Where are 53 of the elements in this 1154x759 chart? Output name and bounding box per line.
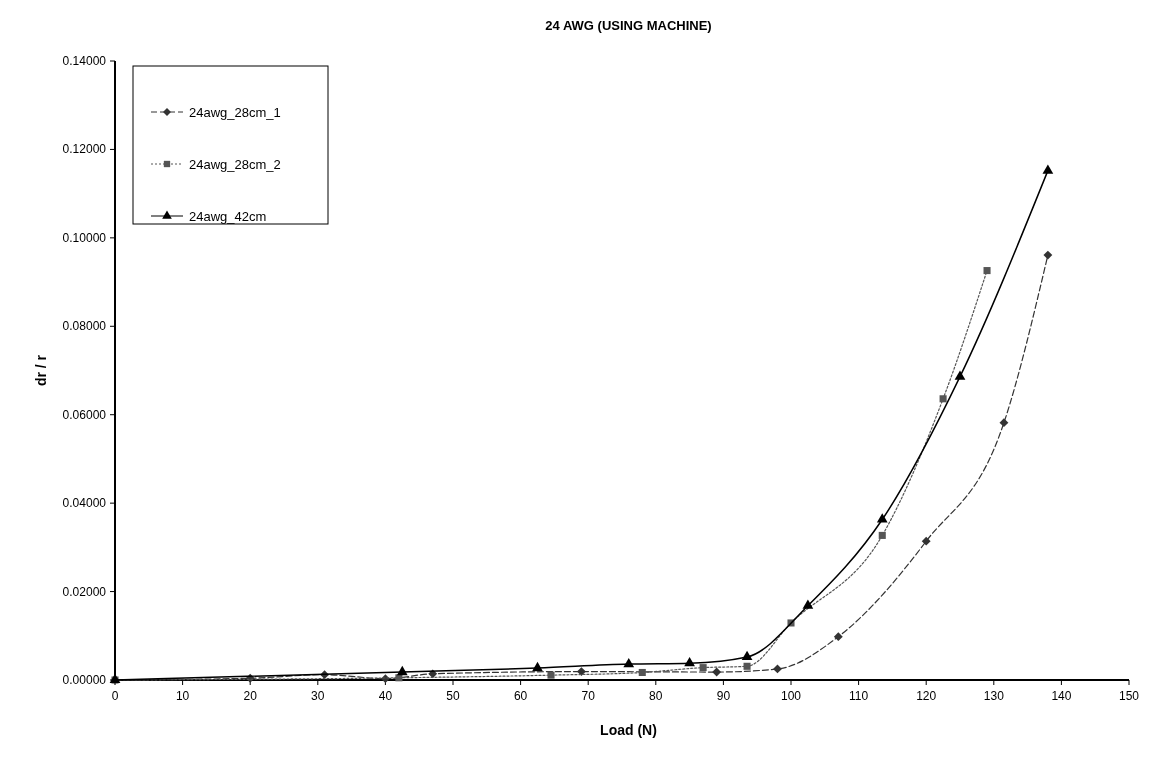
point bbox=[638, 668, 646, 677]
point bbox=[833, 632, 843, 642]
point bbox=[1042, 164, 1054, 174]
x-tick-label: 0 bbox=[111, 689, 119, 703]
point bbox=[532, 661, 543, 672]
point bbox=[878, 531, 886, 539]
point bbox=[712, 667, 722, 677]
x-tick-label: 50 bbox=[446, 689, 460, 703]
point bbox=[396, 665, 408, 676]
point bbox=[743, 662, 751, 670]
point bbox=[741, 650, 753, 661]
point bbox=[547, 671, 555, 679]
y-tick-label: 0.04000 bbox=[62, 496, 107, 511]
x-tick-label: 70 bbox=[581, 689, 596, 703]
x-axis-title: Load (N) bbox=[600, 722, 657, 738]
x-tick-label: 150 bbox=[1118, 689, 1140, 703]
x-tick-label: 20 bbox=[243, 689, 258, 703]
x-tick-label: 10 bbox=[175, 689, 190, 703]
x-tick-label: 30 bbox=[311, 689, 325, 703]
point bbox=[773, 664, 782, 674]
chart-title: 24 AWG (USING MACHINE) bbox=[545, 18, 712, 33]
point bbox=[876, 513, 888, 523]
point bbox=[921, 536, 931, 546]
point bbox=[983, 267, 991, 275]
x-tick-label: 140 bbox=[1051, 689, 1072, 703]
y-tick-label: 0.00000 bbox=[62, 673, 107, 687]
legend-label: 24awg_28cm_2 bbox=[189, 157, 281, 172]
point bbox=[699, 664, 707, 672]
y-axis-title: dr / r bbox=[33, 354, 49, 387]
legend-label: 24awg_42cm bbox=[189, 209, 267, 224]
y-tick-label: 0.06000 bbox=[62, 407, 107, 422]
point bbox=[802, 599, 814, 609]
point bbox=[623, 657, 635, 668]
y-tick-label: 0.08000 bbox=[62, 319, 107, 334]
point bbox=[999, 418, 1009, 428]
x-tick-label: 90 bbox=[716, 689, 731, 703]
x-tick-label: 40 bbox=[378, 689, 393, 703]
x-tick-label: 130 bbox=[983, 689, 1005, 703]
legend-label: 24awg_28cm_1 bbox=[189, 105, 281, 120]
point bbox=[954, 370, 966, 380]
y-tick-label: 0.02000 bbox=[62, 584, 107, 599]
point bbox=[684, 656, 695, 667]
y-tick-label: 0.10000 bbox=[62, 230, 107, 245]
point bbox=[939, 395, 947, 403]
point bbox=[577, 667, 586, 677]
y-tick-label: 0.12000 bbox=[62, 142, 107, 157]
x-tick-label: 110 bbox=[849, 689, 869, 703]
y-tick-label: 0.14000 bbox=[62, 54, 107, 68]
x-tick-label: 60 bbox=[513, 689, 528, 703]
x-tick-label: 80 bbox=[649, 689, 663, 703]
x-tick-label: 100 bbox=[780, 689, 802, 703]
x-tick-label: 120 bbox=[916, 689, 937, 703]
point bbox=[1043, 250, 1053, 260]
